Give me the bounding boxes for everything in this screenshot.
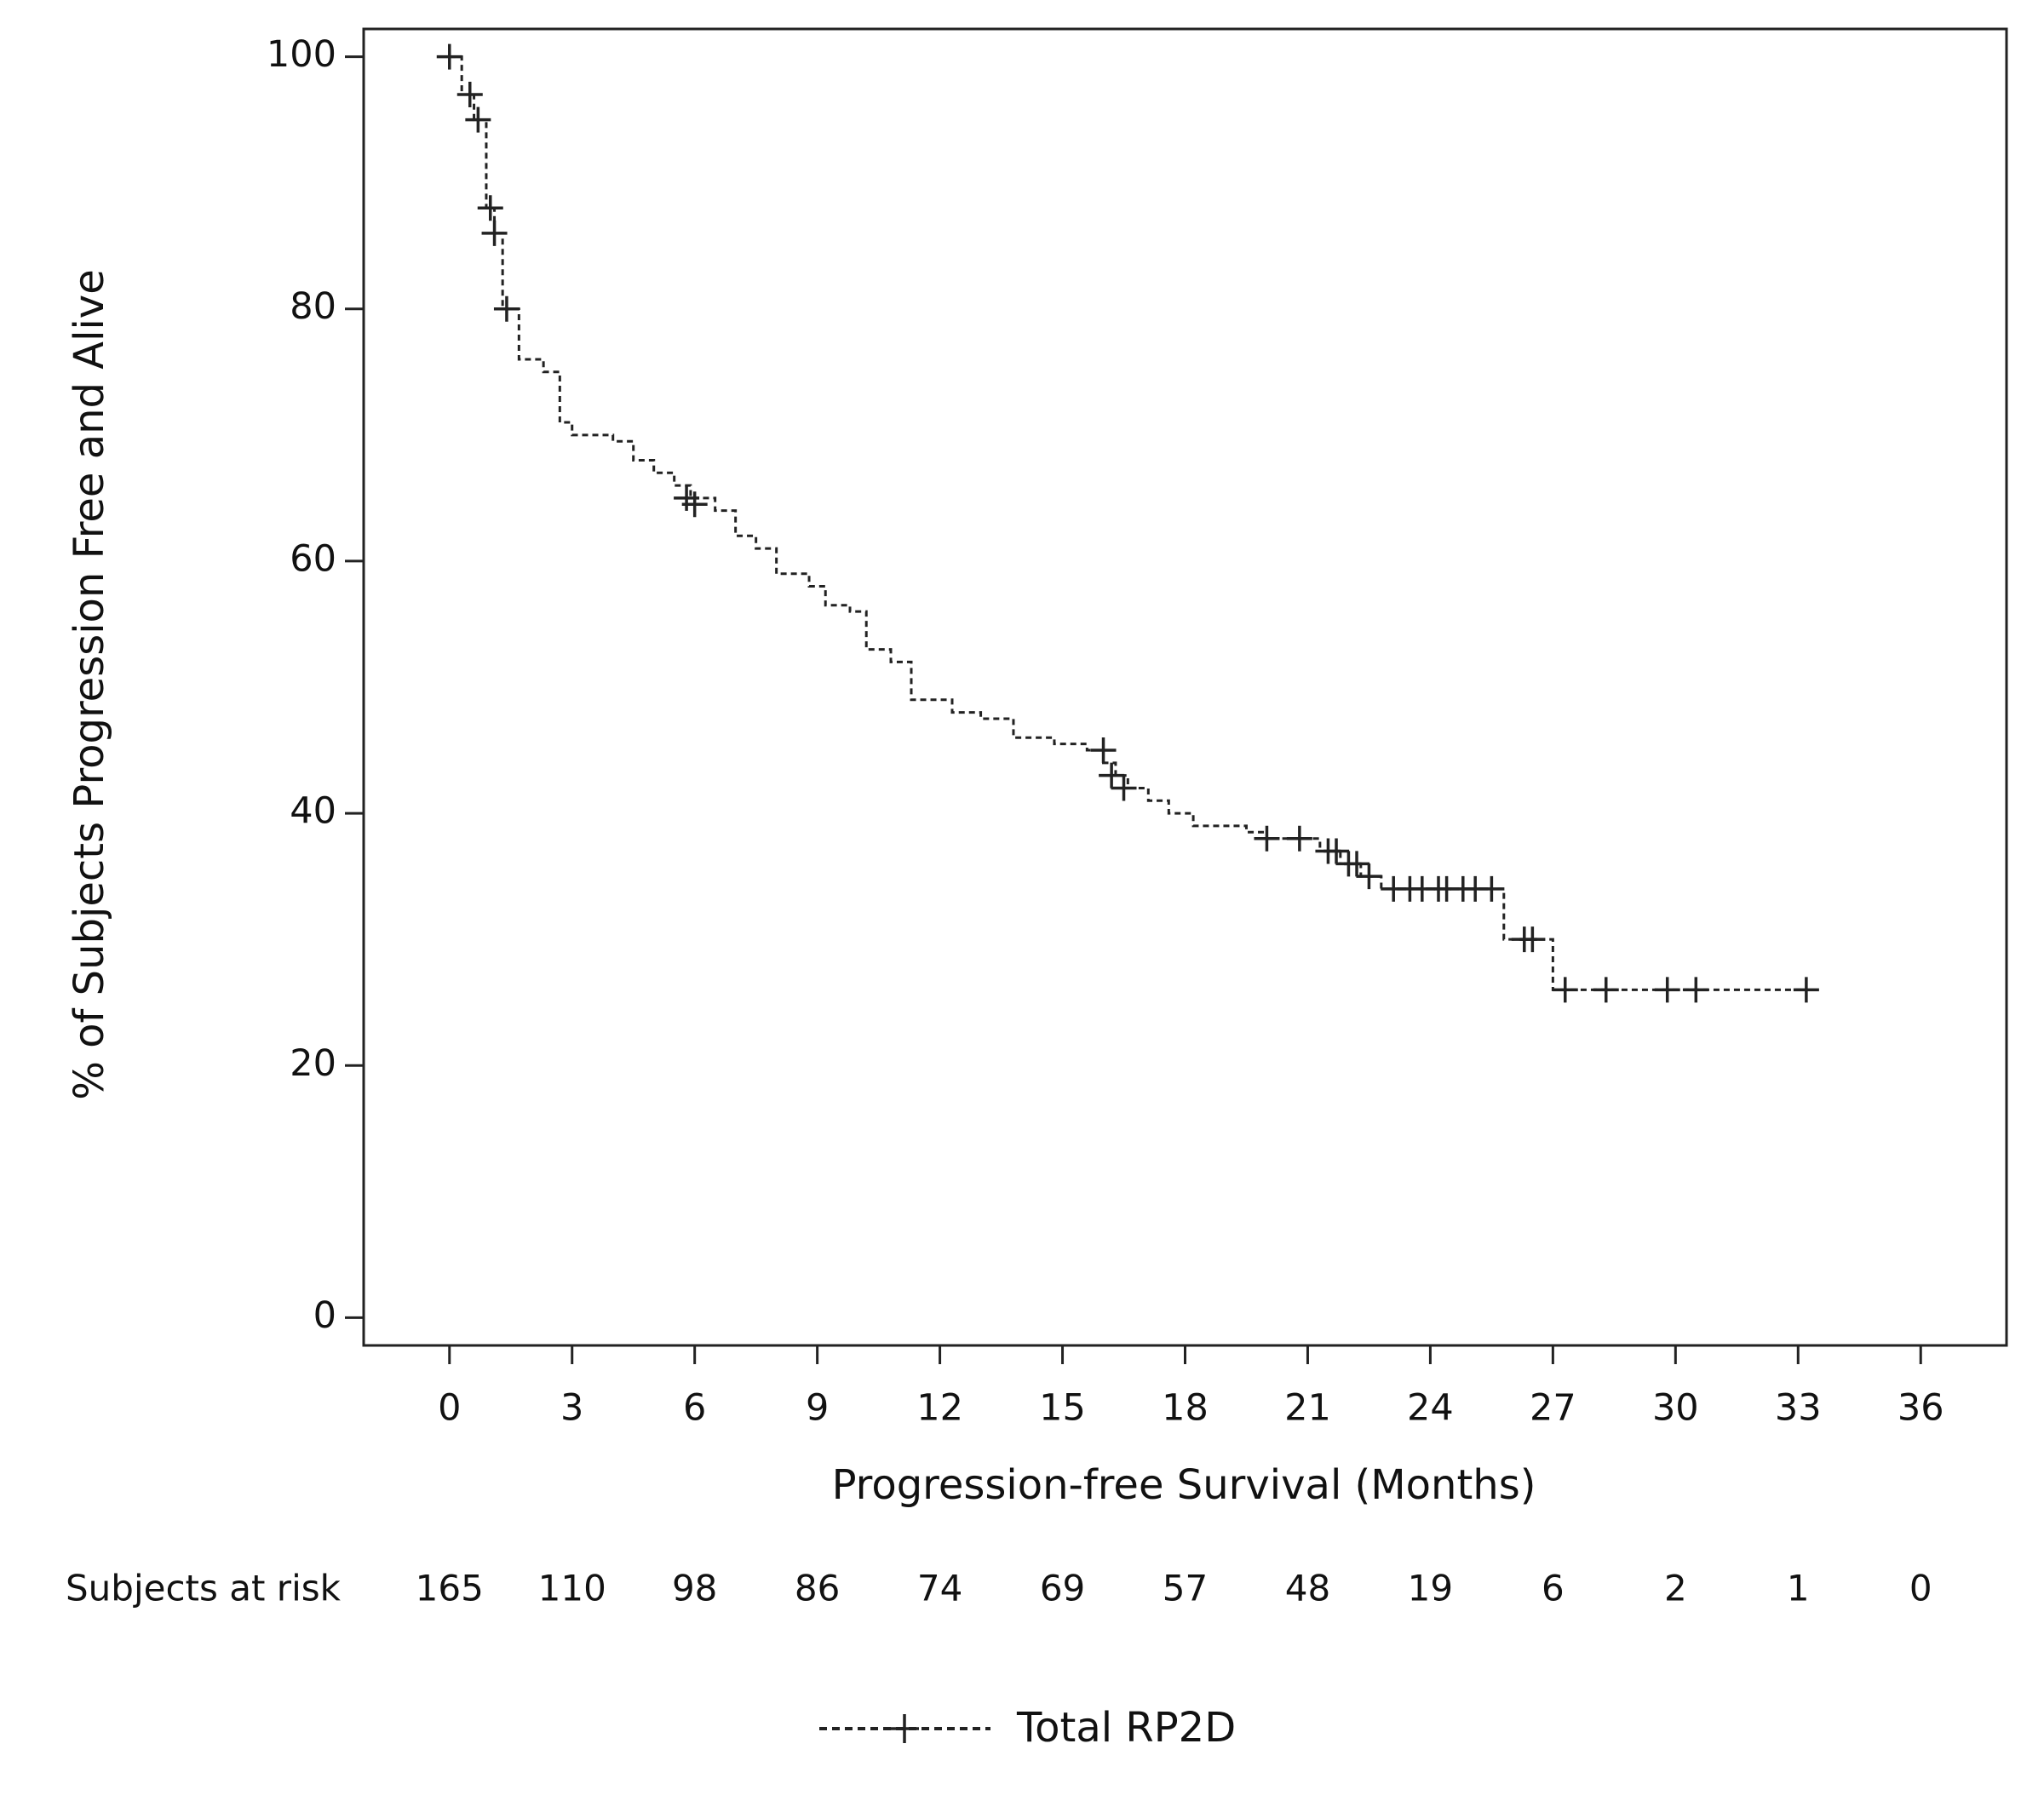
risk-count: 2 bbox=[1664, 1568, 1687, 1609]
risk-count: 57 bbox=[1163, 1568, 1208, 1609]
survival-line bbox=[449, 55, 1806, 991]
x-tick-label: 18 bbox=[1162, 1387, 1209, 1430]
risk-table-label: Subjects at risk bbox=[66, 1568, 342, 1609]
censor-mark bbox=[1519, 926, 1546, 953]
censor-mark bbox=[477, 195, 503, 221]
plot-frame bbox=[362, 27, 2008, 1347]
censor-mark bbox=[1323, 838, 1350, 864]
censor-mark bbox=[436, 43, 462, 70]
x-tick-label: 6 bbox=[683, 1387, 706, 1430]
risk-count: 0 bbox=[1909, 1568, 1932, 1609]
censor-mark bbox=[1654, 977, 1680, 1003]
risk-count: 165 bbox=[416, 1568, 484, 1609]
censor-mark bbox=[465, 106, 491, 133]
censor-mark bbox=[1356, 863, 1382, 890]
risk-count: 69 bbox=[1040, 1568, 1085, 1609]
censor-mark bbox=[1478, 875, 1505, 902]
x-tick-label: 3 bbox=[560, 1387, 583, 1430]
risk-count: 86 bbox=[795, 1568, 840, 1609]
censor-mark bbox=[493, 295, 520, 322]
risk-count: 74 bbox=[917, 1568, 962, 1609]
censor-mark bbox=[681, 491, 708, 518]
censor-mark bbox=[481, 220, 508, 246]
censor-mark bbox=[1099, 762, 1125, 789]
y-tick-label: 40 bbox=[290, 790, 336, 833]
legend-label: Total RP2D bbox=[1016, 1704, 1236, 1752]
y-tick-label: 60 bbox=[290, 537, 336, 580]
risk-count: 6 bbox=[1542, 1568, 1565, 1609]
censor-mark bbox=[1683, 977, 1709, 1003]
x-tick-label: 9 bbox=[806, 1387, 829, 1430]
y-tick-label: 80 bbox=[290, 285, 336, 328]
legend-marker bbox=[890, 1714, 919, 1743]
y-tick-label: 0 bbox=[313, 1294, 336, 1337]
x-axis-label: Progression-free Survival (Months) bbox=[832, 1461, 1536, 1509]
censor-mark bbox=[1793, 977, 1819, 1003]
x-tick-label: 33 bbox=[1775, 1387, 1822, 1430]
x-tick-label: 30 bbox=[1652, 1387, 1699, 1430]
censor-mark bbox=[1344, 851, 1370, 877]
x-tick-label: 24 bbox=[1407, 1387, 1454, 1430]
censor-mark bbox=[1111, 775, 1137, 801]
risk-count: 1 bbox=[1787, 1568, 1810, 1609]
censor-mark bbox=[1286, 825, 1312, 852]
censor-mark bbox=[456, 82, 483, 108]
censor-mark bbox=[1254, 825, 1280, 852]
risk-count: 98 bbox=[672, 1568, 717, 1609]
x-tick-label: 36 bbox=[1898, 1387, 1944, 1430]
risk-count: 110 bbox=[538, 1568, 606, 1609]
y-tick-label: 20 bbox=[290, 1042, 336, 1085]
x-tick-label: 0 bbox=[438, 1387, 461, 1430]
risk-count: 19 bbox=[1408, 1568, 1453, 1609]
x-tick-label: 15 bbox=[1039, 1387, 1086, 1430]
x-tick-label: 27 bbox=[1530, 1387, 1576, 1430]
risk-count: 48 bbox=[1285, 1568, 1330, 1609]
x-tick-label: 12 bbox=[916, 1387, 963, 1430]
censor-mark bbox=[1090, 737, 1117, 764]
y-axis-label: % of Subjects Progression Free and Alive bbox=[66, 269, 113, 1099]
censor-mark bbox=[1552, 977, 1578, 1003]
x-tick-label: 21 bbox=[1284, 1387, 1331, 1430]
y-tick-label: 100 bbox=[267, 33, 336, 76]
censor-mark bbox=[1593, 977, 1619, 1003]
